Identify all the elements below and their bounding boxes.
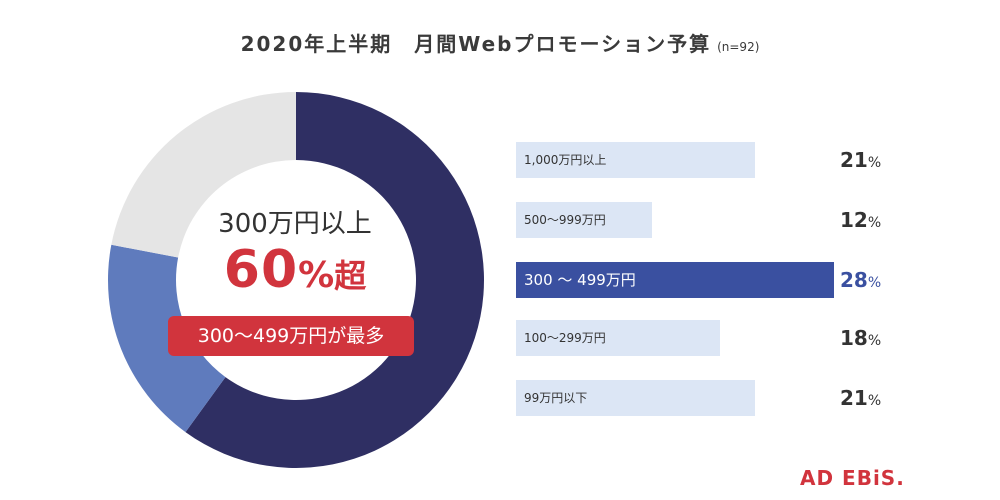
bar-category-label: 100～299万円 <box>524 331 606 345</box>
bar <box>516 380 755 416</box>
bar <box>516 262 834 298</box>
donut-center-label: 300万円以上 <box>218 209 372 239</box>
donut-slice-1 <box>107 244 226 433</box>
headline-suffix: 超 <box>334 257 367 295</box>
bar-value-unit: % <box>867 215 882 231</box>
bar-category-label: 500～999万円 <box>524 213 606 227</box>
bar-value-number: 21 <box>840 386 868 410</box>
donut-center-headline: 60%超 <box>160 240 430 300</box>
bar-value-number: 12 <box>840 208 868 232</box>
bar <box>516 202 653 238</box>
bar <box>516 320 721 356</box>
bar-value-number: 18 <box>840 326 868 350</box>
headline-percent-sign: % <box>298 255 335 296</box>
chart-title: 2020年上半期 月間Webプロモーション予算 (n=92) <box>0 28 1000 57</box>
bar-value-number: 28 <box>840 268 868 292</box>
bar-category-label: 1,000万円以上 <box>524 153 607 167</box>
bar-category-label: 300 ～ 499万円 <box>524 271 636 289</box>
bar-value-label: 12% <box>840 202 920 238</box>
bar-value-number: 21 <box>840 148 868 172</box>
bar-value-unit: % <box>867 333 882 349</box>
bar <box>516 142 755 178</box>
bar-value-unit: % <box>867 155 882 171</box>
headline-number: 60 <box>223 240 299 300</box>
bar-value-label: 18% <box>840 320 920 356</box>
bar-value-label: 21% <box>840 380 920 416</box>
donut-slice-0 <box>185 92 485 469</box>
chart-title-text: 2020年上半期 月間Webプロモーション予算 <box>240 32 712 56</box>
bar-value-unit: % <box>867 275 882 291</box>
donut-slice-2 <box>111 92 297 258</box>
bar-value-label: 21% <box>840 142 920 178</box>
bar-value-unit: % <box>867 393 882 409</box>
bar-category-label: 99万円以下 <box>524 391 588 405</box>
adebis-logo: AD EBiS. <box>800 466 905 490</box>
most-common-badge: 300～499万円が最多 <box>168 316 414 356</box>
sample-size-note: (n=92) <box>717 40 760 54</box>
bar-value-label: 28% <box>840 262 920 298</box>
